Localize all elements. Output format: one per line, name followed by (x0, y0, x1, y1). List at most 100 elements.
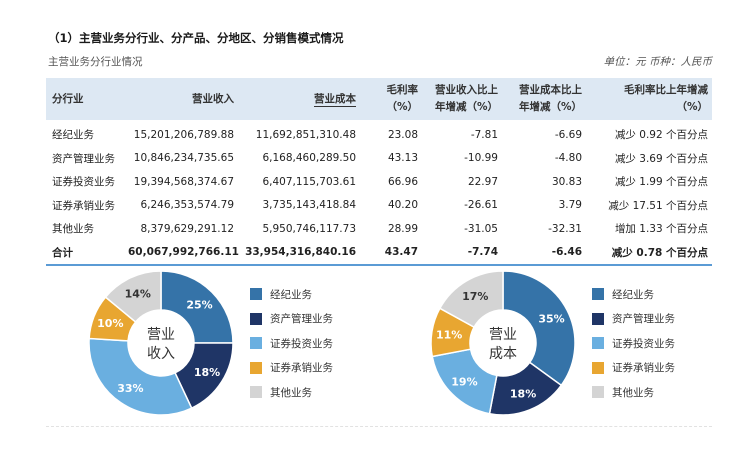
slice-label: 35% (538, 312, 564, 325)
cell-revenue-yoy: -7.81 (470, 128, 498, 141)
table-row: 经纪业务 15,201,206,789.88 11,692,851,310.48 23… (46, 120, 712, 147)
table-header-row: 分行业 营业收入 营业成本 毛利率 （%） 营业收入比上 年增减（%） 营业成本… (46, 78, 712, 120)
slice-label: 33% (117, 382, 143, 395)
legend-item: 资产管理业务 (592, 311, 675, 327)
legend-swatch (250, 361, 262, 374)
cell-cost-yoy: -32.31 (548, 222, 582, 235)
col-cost-label: 营业成本 (314, 92, 356, 107)
legend-label: 证券投资业务 (270, 337, 333, 350)
bottom-divider (46, 426, 712, 428)
legend-label: 资产管理业务 (270, 313, 333, 325)
legend-label: 经纪业务 (270, 288, 312, 301)
cell-revenue: 15,201,206,789.88 (133, 128, 234, 141)
cell-industry: 资产管理业务 (52, 152, 115, 165)
legend-item: 经纪业务 (250, 286, 333, 302)
cell-industry: 经纪业务 (52, 129, 94, 142)
donut-svg: 25% 18% 33% 10% 14% 营业收入 (88, 270, 234, 416)
cell-revenue: 10,846,234,735.65 (133, 152, 234, 165)
slice-label: 14% (125, 288, 151, 301)
slice-label: 17% (462, 290, 488, 303)
cell-margin: 66.96 (387, 175, 418, 188)
cell-margin: 43.13 (387, 152, 418, 165)
cell-margin-change: 减少 17.51 个百分点 (608, 199, 708, 212)
legend-label: 证券投资业务 (612, 337, 675, 350)
cell-cost: 11,692,851,310.48 (255, 128, 356, 141)
unit-note: 单位：元 币种：人民币 (603, 56, 712, 68)
legend-item: 其他业务 (592, 384, 675, 400)
slice-label: 25% (186, 298, 212, 311)
revenue-donut-chart: 25% 18% 33% 10% 14% 营业收入 (86, 268, 236, 418)
cost-legend: 经纪业务资产管理业务 证券投资业务 证券承销业务 其他业务 (592, 286, 675, 409)
cell-cost: 3,735,143,418.84 (262, 199, 356, 212)
cell-margin-change: 增加 1.33 个百分点 (614, 223, 708, 236)
table-row: 证券投资业务 19,394,568,374.67 6,407,115,703.61 6… (46, 170, 712, 194)
cell-cost-yoy: 30.83 (551, 175, 582, 188)
legend-label: 资产管理业务 (612, 313, 675, 325)
legend-swatch (250, 337, 262, 349)
legend-item: 其他业务 (250, 384, 333, 400)
legend-item: 证券投资业务 (250, 335, 333, 351)
table-row: 资产管理业务 10,846,234,735.65 6,168,460,289.50 4… (46, 147, 712, 171)
cell-cost: 33,954,316,840.16 (238, 240, 360, 266)
legend-swatch (250, 386, 262, 398)
cell-margin-change: 减少 0.78 个百分点 (586, 240, 712, 266)
slice-label: 19% (451, 376, 477, 389)
donut-slice (88, 337, 193, 416)
cell-revenue: 60,067,992,766.11 (124, 240, 239, 266)
cell-revenue-yoy: -26.61 (464, 199, 498, 212)
cell-margin: 28.99 (387, 222, 418, 235)
cell-cost-yoy: -6.69 (554, 128, 582, 141)
legend-swatch (592, 361, 604, 374)
industry-table: 分行业 营业收入 营业成本 毛利率 （%） 营业收入比上 年增减（%） 营业成本… (46, 78, 712, 266)
col-revenue-yoy: 营业收入比上 年增减（%） (434, 84, 498, 113)
legend-item: 资产管理业务 (250, 311, 333, 327)
legend-swatch (592, 337, 604, 349)
slice-label: 11% (436, 328, 462, 341)
donut-center-title: 营业成本 (489, 327, 517, 362)
slice-label: 18% (194, 366, 220, 379)
legend-label: 其他业务 (612, 386, 654, 399)
col-revenue: 营业收入 (192, 92, 234, 105)
slice-label: 18% (510, 388, 536, 401)
cell-industry: 合计 (46, 240, 124, 266)
cell-cost: 6,407,115,703.61 (262, 175, 356, 188)
cell-industry: 其他业务 (52, 223, 94, 236)
legend-swatch (592, 386, 604, 398)
legend-swatch (592, 312, 604, 325)
cell-revenue: 19,394,568,374.67 (133, 175, 234, 188)
cell-cost-yoy: -4.80 (554, 152, 582, 165)
cell-revenue-yoy: 22.97 (467, 175, 498, 188)
col-margin-change: 毛利率比上年增减 （%） (624, 84, 708, 113)
cell-margin: 40.20 (387, 199, 418, 212)
cell-cost: 6,168,460,289.50 (262, 152, 356, 165)
donut-slice (160, 270, 234, 344)
legend-label: 经纪业务 (612, 288, 654, 301)
donut-slice (104, 270, 162, 324)
cell-cost-yoy: -6.46 (502, 240, 586, 266)
cell-revenue-yoy: -31.05 (464, 222, 498, 235)
col-cost-yoy: 营业成本比上 年增减（%） (518, 84, 582, 113)
cell-margin: 43.47 (360, 240, 422, 266)
legend-label: 证券承销业务 (612, 362, 675, 374)
col-industry: 分行业 (52, 92, 84, 105)
table-row: 证券承销业务 6,246,353,574.79 3,735,143,418.84 40… (46, 194, 712, 218)
cell-industry: 证券投资业务 (52, 176, 115, 189)
col-cost: 营业成本 (238, 78, 360, 120)
legend-item: 证券承销业务 (592, 360, 675, 376)
legend-item: 证券承销业务 (250, 360, 333, 376)
legend-swatch (592, 288, 604, 300)
donut-center-title: 营业收入 (147, 327, 175, 362)
table-total-row: 合计 60,067,992,766.11 33,954,316,840.16 43.4… (46, 240, 712, 266)
section-heading: （1）主营业务分行业、分产品、分地区、分销售模式情况 (48, 31, 344, 45)
slice-label: 10% (97, 317, 123, 330)
cell-cost-yoy: 3.79 (558, 199, 582, 212)
donut-slice (502, 270, 576, 387)
cell-revenue: 6,246,353,574.79 (140, 199, 234, 212)
subsection-title: 主营业务分行业情况 (48, 56, 143, 68)
legend-swatch (250, 312, 262, 325)
cell-margin-change: 减少 0.92 个百分点 (614, 129, 708, 142)
legend-item: 经纪业务 (592, 286, 675, 302)
cell-margin-change: 减少 1.99 个百分点 (614, 176, 708, 189)
cell-cost: 5,950,746,117.73 (262, 222, 356, 235)
donut-slice (438, 270, 504, 329)
